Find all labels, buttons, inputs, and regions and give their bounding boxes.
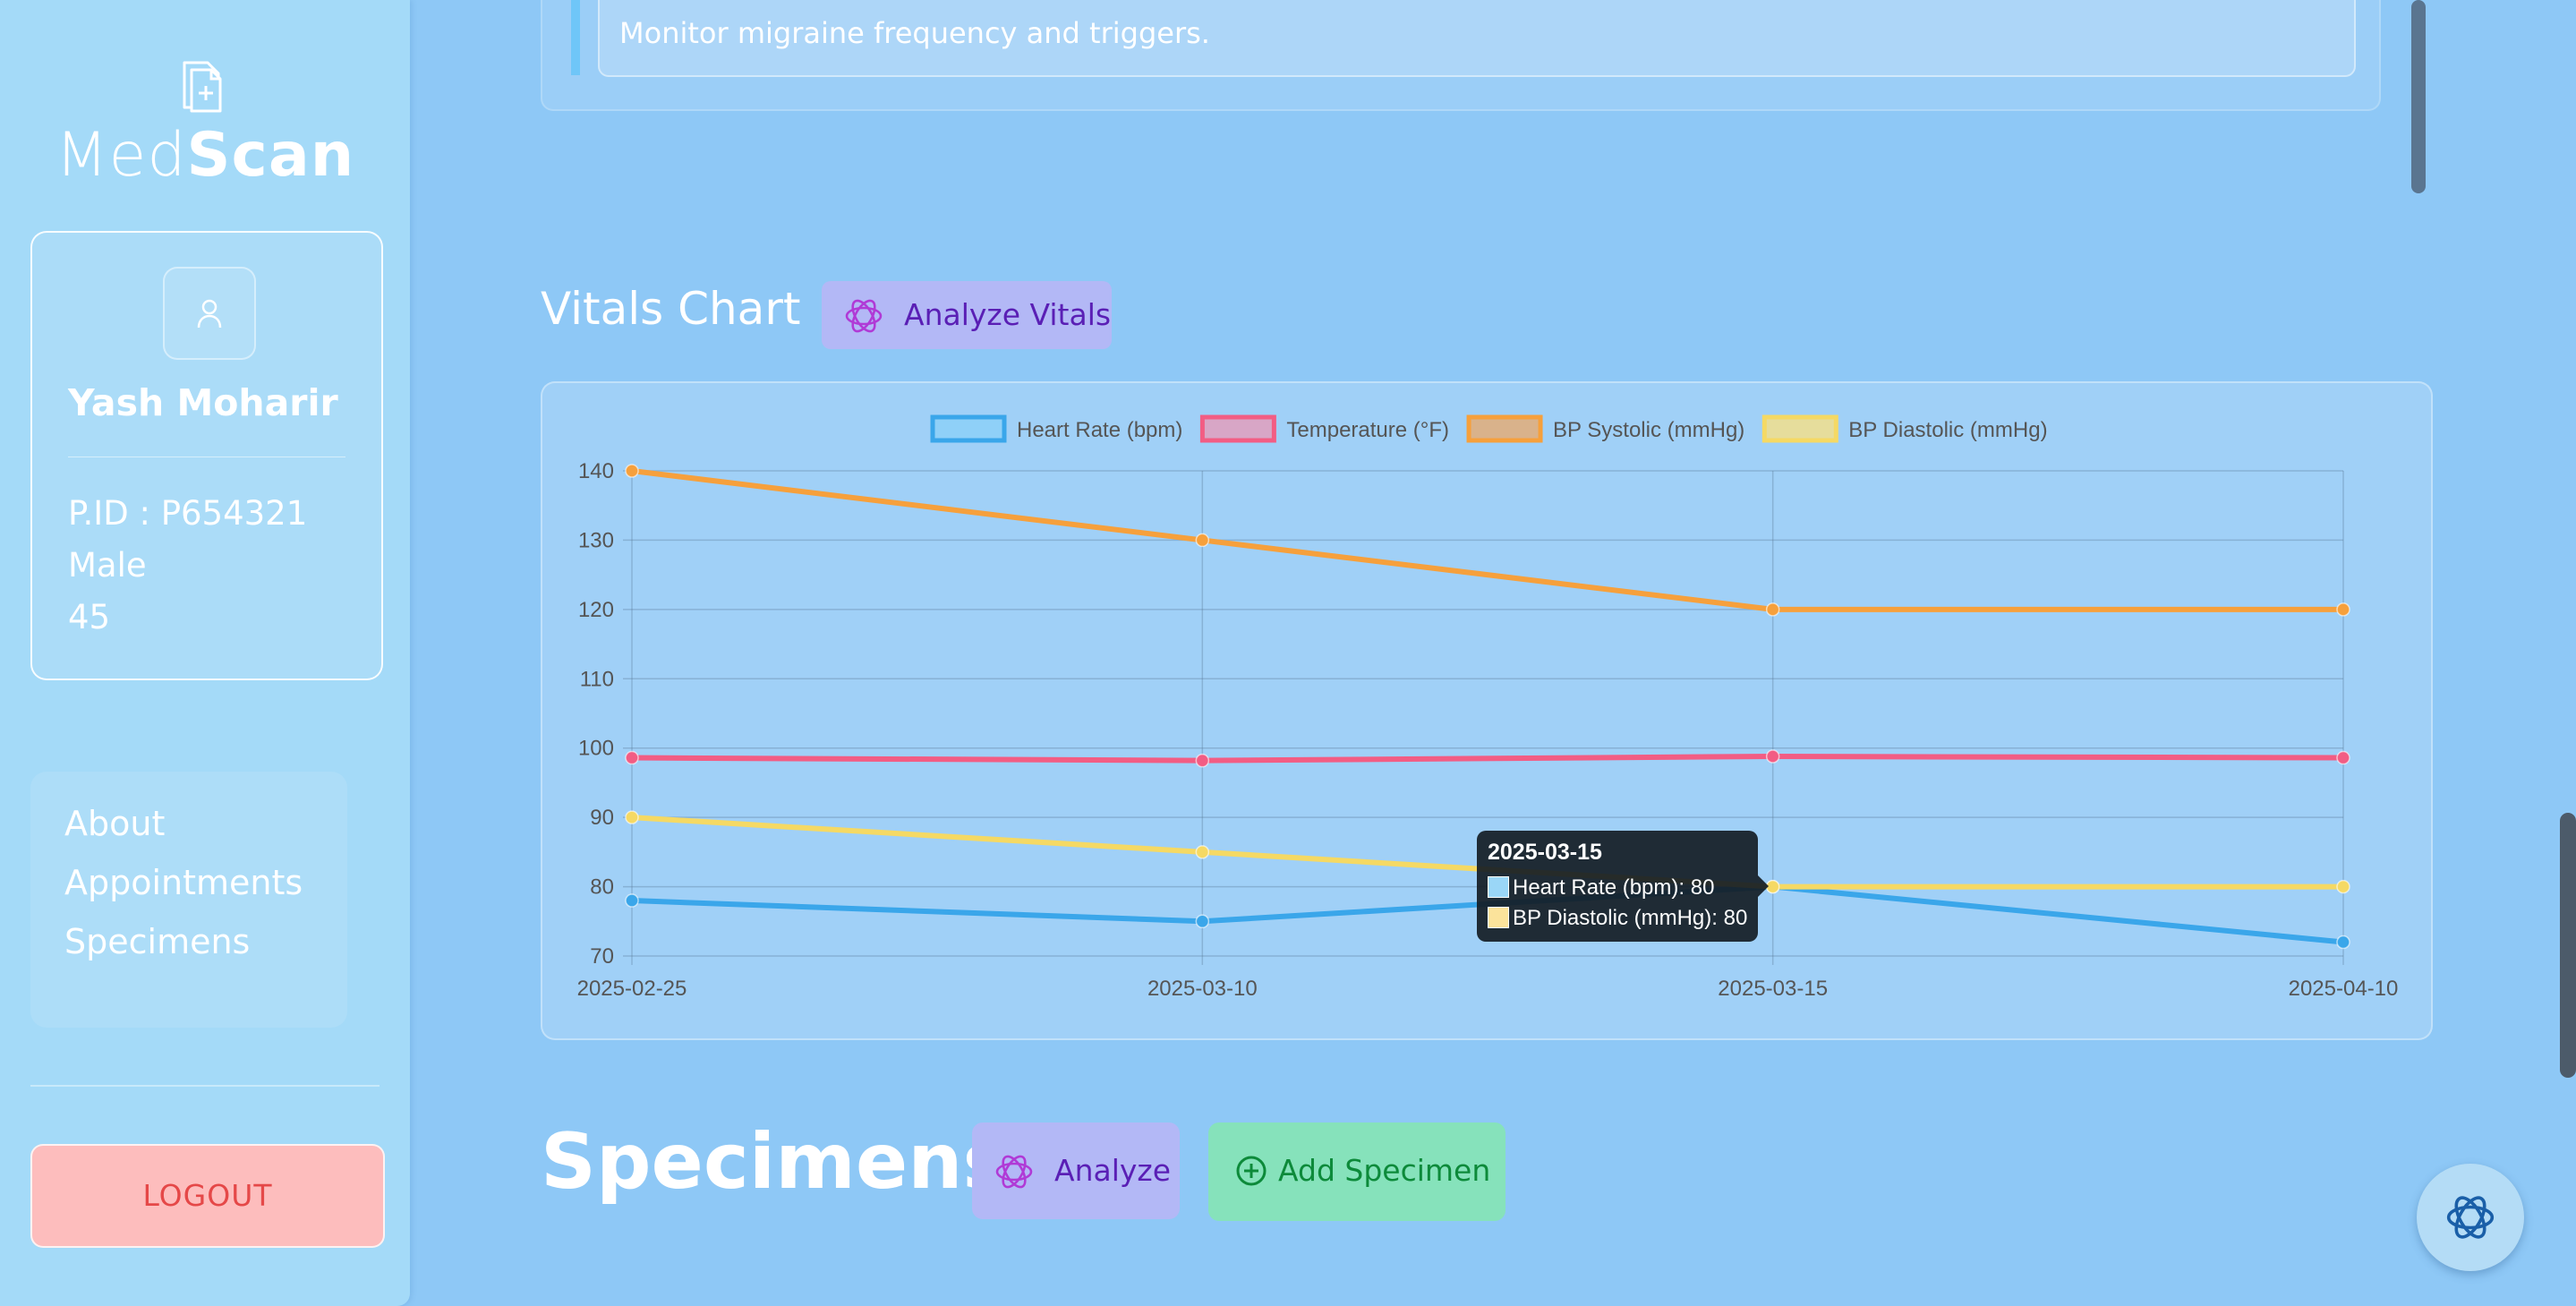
data-point bbox=[625, 464, 639, 478]
patient-name: Yash Moharir bbox=[68, 381, 338, 424]
vitals-chart-panel: 70 80 90 100 110 120 130 140 2025-02-25 2025-03-1… bbox=[541, 381, 2433, 1040]
data-point bbox=[2336, 879, 2350, 894]
data-point bbox=[1195, 753, 1210, 768]
note-item: Monitor migraine frequency and triggers. bbox=[598, 0, 2356, 77]
legend-label: BP Systolic (mmHg) bbox=[1553, 418, 1744, 442]
vitals-title: Vitals Chart bbox=[541, 283, 801, 335]
chart-tooltip: 2025-03-15 Heart Rate (bpm): 80 BP Diast… bbox=[1477, 831, 1758, 942]
patient-card: Yash Moharir P.ID : P654321 Male 45 bbox=[30, 231, 383, 680]
note-accent-bar bbox=[571, 0, 580, 75]
x-tick-label: 2025-03-15 bbox=[1718, 977, 1828, 1001]
y-tick-label: 90 bbox=[590, 806, 614, 830]
legend-label: Temperature (°F) bbox=[1286, 418, 1449, 442]
data-point bbox=[1195, 845, 1210, 859]
y-tick-label: 80 bbox=[590, 875, 614, 900]
legend-label: Heart Rate (bpm) bbox=[1017, 418, 1182, 442]
file-plus-icon bbox=[175, 55, 236, 116]
y-tick-label: 110 bbox=[580, 667, 614, 691]
legend-label: BP Diastolic (mmHg) bbox=[1848, 418, 2047, 442]
openai-icon bbox=[992, 1149, 1036, 1201]
tooltip-swatch bbox=[1488, 907, 1509, 928]
notes-scrollbar[interactable] bbox=[2411, 0, 2426, 193]
data-point bbox=[1765, 602, 1780, 617]
sidebar-divider bbox=[30, 1085, 380, 1087]
y-tick-label: 140 bbox=[578, 459, 614, 483]
analyze-vitals-label: Analyze Vitals bbox=[904, 297, 1112, 332]
legend-swatch bbox=[1466, 414, 1543, 443]
specimens-title: Specimens bbox=[541, 1117, 1009, 1207]
series-line bbox=[631, 754, 2344, 764]
legend-swatch bbox=[1199, 414, 1276, 443]
data-point bbox=[625, 750, 639, 765]
data-point bbox=[625, 810, 639, 824]
sidebar-item-about[interactable]: About bbox=[64, 804, 166, 843]
y-tick-label: 70 bbox=[590, 944, 614, 969]
logo-text-bold: Scan bbox=[186, 120, 355, 191]
data-point bbox=[1195, 914, 1210, 929]
x-tick-label: 2025-03-10 bbox=[1147, 977, 1258, 1001]
patient-id: P.ID : P654321 bbox=[68, 494, 308, 533]
sidebar: MedScan Yash Moharir P.ID : P654321 Male… bbox=[0, 0, 410, 1306]
analyze-vitals-button[interactable]: Analyze Vitals bbox=[822, 281, 1112, 349]
tooltip-row-text: Heart Rate (bpm): 80 bbox=[1513, 875, 1715, 900]
add-specimen-label: Add Specimen bbox=[1278, 1153, 1491, 1188]
legend-swatch bbox=[930, 414, 1007, 443]
notes-panel: Monitor migraine frequency and triggers. bbox=[541, 0, 2381, 111]
analyze-label: Analyze bbox=[1054, 1153, 1172, 1188]
data-point bbox=[2336, 750, 2350, 765]
add-specimen-button[interactable]: Add Specimen bbox=[1208, 1122, 1506, 1221]
tooltip-row-text: BP Diastolic (mmHg): 80 bbox=[1513, 906, 1748, 930]
data-point bbox=[1195, 533, 1210, 548]
series-line bbox=[631, 468, 2343, 612]
ai-assistant-button[interactable] bbox=[2417, 1164, 2524, 1271]
patient-age: 45 bbox=[68, 598, 111, 636]
logo-text-light: Med bbox=[55, 120, 187, 191]
tooltip-row: Heart Rate (bpm): 80 bbox=[1488, 875, 1714, 901]
page-scrollbar[interactable] bbox=[2560, 813, 2576, 1078]
app-logo: MedScan bbox=[0, 120, 410, 191]
data-point bbox=[2336, 602, 2350, 617]
x-tick-label: 2025-02-25 bbox=[577, 977, 687, 1001]
data-point bbox=[1765, 749, 1780, 764]
y-tick-label: 100 bbox=[578, 737, 614, 761]
openai-icon bbox=[841, 294, 886, 346]
x-tick-label: 2025-04-10 bbox=[2289, 977, 2399, 1001]
sidebar-nav: About Appointments Specimens bbox=[30, 772, 347, 1028]
legend-swatch bbox=[1761, 414, 1838, 443]
y-tick-label: 120 bbox=[578, 598, 614, 622]
tooltip-row: BP Diastolic (mmHg): 80 bbox=[1488, 906, 1747, 931]
note-text: Monitor migraine frequency and triggers. bbox=[619, 16, 1210, 50]
plus-circle-icon bbox=[1235, 1155, 1267, 1194]
tooltip-caret bbox=[1758, 875, 1769, 897]
avatar bbox=[163, 267, 256, 360]
data-point bbox=[625, 893, 639, 908]
tooltip-title: 2025-03-15 bbox=[1488, 840, 1602, 865]
analyze-specimens-button[interactable]: Analyze bbox=[972, 1122, 1180, 1219]
tooltip-swatch bbox=[1488, 876, 1509, 898]
sidebar-item-specimens[interactable]: Specimens bbox=[64, 922, 251, 961]
y-tick-label: 130 bbox=[578, 528, 614, 552]
data-point bbox=[2336, 935, 2350, 950]
patient-gender: Male bbox=[68, 546, 147, 585]
sidebar-item-appointments[interactable]: Appointments bbox=[64, 863, 303, 902]
logout-button[interactable]: LOGOUT bbox=[30, 1144, 385, 1248]
